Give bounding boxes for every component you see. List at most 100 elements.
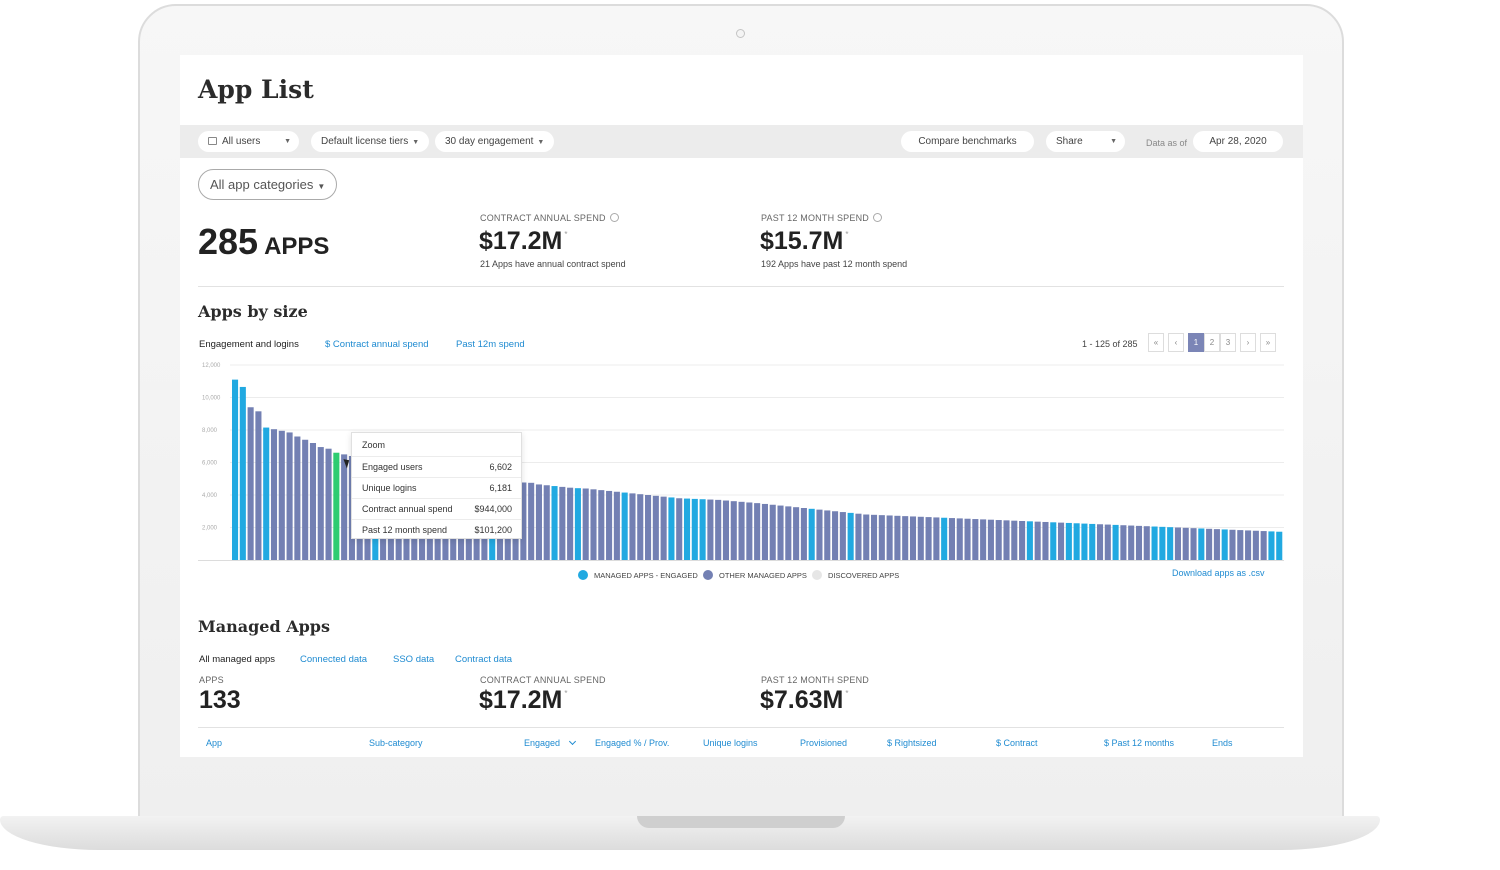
chart-bar[interactable] [1229, 529, 1236, 560]
chart-bar[interactable] [239, 386, 246, 560]
chart-bar[interactable] [325, 448, 332, 560]
chart-bar[interactable] [707, 499, 714, 560]
chart-bar[interactable] [317, 447, 324, 560]
chart-bar[interactable] [878, 515, 885, 560]
chart-bar[interactable] [785, 506, 792, 561]
chart-bar[interactable] [1276, 531, 1283, 560]
page-1-button[interactable]: 1 [1188, 333, 1204, 352]
chart-bar[interactable] [987, 519, 994, 560]
chart-bar[interactable] [645, 495, 652, 560]
chart-bar[interactable] [738, 501, 745, 560]
chart-bar[interactable] [1089, 523, 1096, 560]
license-filter[interactable]: Default license tiers ▼ [311, 131, 430, 152]
chart-bar[interactable] [606, 490, 613, 560]
chart-bar[interactable] [1167, 527, 1174, 560]
chart-bar[interactable] [933, 517, 940, 560]
chart-bar[interactable] [1073, 523, 1080, 560]
chart-bar[interactable] [995, 520, 1002, 560]
chart-bar[interactable] [309, 443, 317, 560]
legend-engaged[interactable]: MANAGED APPS - ENGAGED [578, 570, 698, 580]
chart-bar[interactable] [294, 436, 301, 561]
chart-bar[interactable] [598, 490, 605, 561]
tab-contract-spend[interactable]: $ Contract annual spend [325, 339, 429, 350]
legend-other[interactable]: OTHER MANAGED APPS [703, 570, 807, 580]
chart-bar[interactable] [964, 518, 971, 560]
tab-past-spend[interactable]: Past 12m spend [456, 339, 525, 350]
chart-bar[interactable] [691, 498, 698, 560]
chart-bar[interactable] [1151, 526, 1158, 560]
chart-bar[interactable] [956, 518, 963, 560]
chart-bar[interactable] [1019, 521, 1026, 560]
column-app[interactable]: App [206, 738, 223, 748]
chart-bar[interactable] [1042, 521, 1049, 560]
chart-bar[interactable] [894, 515, 901, 560]
chart-bar[interactable] [551, 486, 558, 560]
chart-bar[interactable] [1112, 524, 1119, 560]
chart-bar[interactable] [824, 510, 831, 560]
chart-bar[interactable] [777, 505, 784, 560]
chart-bar[interactable] [1003, 520, 1010, 560]
chart-bar[interactable] [800, 508, 807, 560]
info-icon[interactable] [609, 213, 619, 222]
chart-bar[interactable] [263, 427, 270, 560]
chart-bar[interactable] [1245, 530, 1252, 560]
chart-bar[interactable] [1026, 521, 1033, 560]
chart-bar[interactable] [652, 495, 659, 560]
column-sub-category[interactable]: Sub-category [369, 738, 423, 748]
chart-bar[interactable] [1120, 525, 1127, 560]
page-3-button[interactable]: 3 [1220, 333, 1236, 352]
column-rightsized[interactable]: $ Rightsized [887, 738, 937, 748]
tab-contract-data[interactable]: Contract data [455, 654, 513, 665]
chart-bar[interactable] [1034, 521, 1041, 560]
chart-bar[interactable] [722, 500, 730, 560]
chart-bar[interactable] [1065, 522, 1072, 560]
chart-bar[interactable] [278, 430, 285, 560]
download-csv-link[interactable]: Download apps as .csv [1172, 568, 1265, 578]
chart-bar[interactable] [341, 454, 348, 560]
chart-bar[interactable] [629, 493, 636, 561]
column-contract[interactable]: $ Contract [996, 738, 1038, 748]
chart-bar[interactable] [1011, 520, 1018, 560]
chart-bar[interactable] [1237, 530, 1244, 560]
chart-bar[interactable] [1190, 528, 1197, 560]
chart-bar[interactable] [917, 516, 924, 560]
chart-bar[interactable] [1128, 525, 1135, 560]
chart-bar[interactable] [793, 507, 800, 560]
chart-bar[interactable] [535, 484, 542, 560]
chart-bar[interactable] [1104, 524, 1111, 560]
chart-bar[interactable] [839, 512, 846, 560]
last-page-icon[interactable]: » [1260, 333, 1276, 352]
chart-bar[interactable] [1213, 529, 1220, 561]
chart-bar[interactable] [699, 499, 706, 560]
chart-bar[interactable] [683, 498, 691, 560]
next-page-icon[interactable]: › [1240, 333, 1256, 352]
chart-bar[interactable] [1159, 526, 1166, 560]
tab-engagement[interactable]: Engagement and logins [199, 339, 299, 350]
chart-bar[interactable] [613, 491, 620, 560]
chart-bar[interactable] [769, 504, 776, 560]
chart-bar[interactable] [761, 503, 768, 560]
chart-bar[interactable] [925, 517, 932, 560]
chart-bar[interactable] [676, 498, 683, 560]
chart-bar[interactable] [574, 488, 581, 560]
tooltip-zoom[interactable]: Zoom [362, 440, 386, 450]
compare-benchmarks-button[interactable]: Compare benchmarks [901, 131, 1034, 152]
chart-bar[interactable] [870, 514, 878, 560]
chart-bar[interactable] [1050, 522, 1057, 560]
chart-bar[interactable] [730, 501, 737, 560]
chart-bar[interactable] [832, 511, 839, 560]
chart-bar[interactable] [1268, 531, 1275, 560]
chart-bar[interactable] [637, 494, 644, 560]
share-dropdown[interactable]: Share ▼ [1046, 131, 1125, 152]
chart-bar[interactable] [520, 482, 527, 560]
engagement-filter[interactable]: 30 day engagement ▼ [435, 131, 555, 152]
chart-bar[interactable] [1198, 528, 1205, 560]
prev-page-icon[interactable]: ‹ [1168, 333, 1184, 352]
chart-bar[interactable] [941, 517, 948, 560]
chart-bar[interactable] [270, 429, 278, 560]
users-filter[interactable]: All users ▼ [198, 131, 299, 152]
column-unique-logins[interactable]: Unique logins [703, 738, 758, 748]
chart-bar[interactable] [302, 439, 309, 560]
first-page-icon[interactable]: « [1148, 333, 1164, 352]
chart-bar[interactable] [863, 514, 870, 561]
